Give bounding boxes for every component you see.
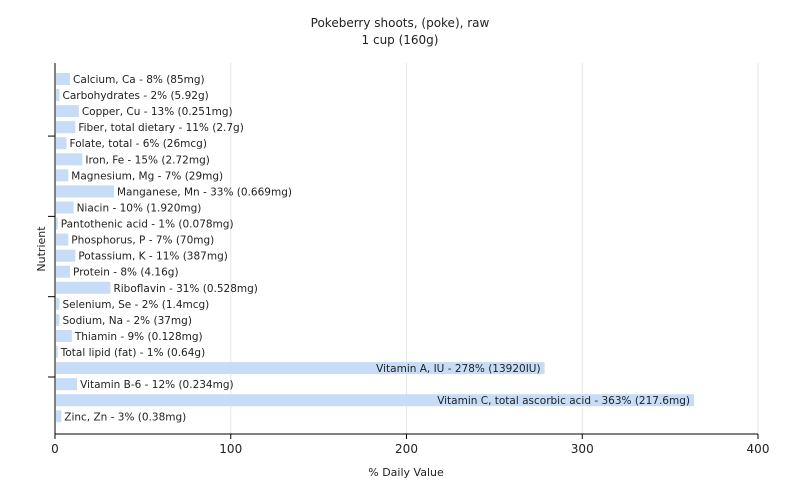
bar-label: Copper, Cu - 13% (0.251mg) [82,106,233,118]
bar-label: Niacin - 10% (1.920mg) [77,202,202,214]
bar-label: Calcium, Ca - 8% (85mg) [73,74,205,86]
bar-label: Carbohydrates - 2% (5.92g) [63,90,209,102]
bar [56,121,76,134]
bar-label: Pantothenic acid - 1% (0.078mg) [61,219,234,231]
bar-label: Vitamin B-6 - 12% (0.234mg) [80,379,234,391]
bar [56,362,545,375]
bar-label: Vitamin A, IU - 278% (13920IU) [376,363,540,375]
bar-label: Phosphorus, P - 7% (70mg) [71,235,214,247]
bar-label: Protein - 8% (4.16g) [73,267,179,279]
bar-label: Sodium, Na - 2% (37mg) [63,315,192,327]
bar-label: Folate, total - 6% (26mcg) [70,138,207,150]
bar [56,153,83,166]
bar [56,137,67,150]
bar [56,281,111,294]
bar [56,265,71,278]
bar [56,329,72,342]
bar [56,313,60,326]
bar [56,249,76,262]
bar-label: Selenium, Se - 2% (1.4mcg) [63,299,210,311]
bar-label: Manganese, Mn - 33% (0.669mg) [117,186,292,198]
bar-label: Potassium, K - 11% (387mg) [78,251,228,263]
x-tick-label: 200 [395,442,418,456]
x-tick-label: 0 [51,442,59,456]
bar [56,233,69,246]
x-tick-label: 400 [747,442,770,456]
bar [56,378,78,391]
chart-subtitle: 1 cup (160g) [362,33,439,47]
bar-label: Iron, Fe - 15% (2.72mg) [85,154,209,166]
bar [56,73,71,85]
bar [56,410,62,423]
gridlines [230,63,759,434]
bar-label: Zinc, Zn - 3% (0.38mg) [64,411,186,423]
bar [56,105,79,118]
x-axis-title: % Daily Value [368,466,444,479]
bar-label: Vitamin C, total ascorbic acid - 363% (2… [437,395,690,407]
y-axis-title: Nutrient [35,226,48,272]
bar [56,185,114,198]
x-tick-label: 300 [571,442,594,456]
bar [56,217,58,230]
bar [56,89,60,102]
bar-label: Magnesium, Mg - 7% (29mg) [71,170,223,182]
bar [56,169,69,182]
bar-label: Thiamin - 9% (0.128mg) [74,331,203,343]
chart-title: Pokeberry shoots, (poke), raw [311,16,490,30]
bar-label: Riboflavin - 31% (0.528mg) [113,283,257,295]
bars: Calcium, Ca - 8% (85mg) Carbohydrates - 2… [56,73,694,423]
bar [56,394,694,407]
bar-label: Total lipid (fat) - 1% (0.64g) [60,347,205,359]
bar [56,201,74,214]
x-tick-label: 100 [219,442,242,456]
bar [56,346,58,359]
bar [56,297,60,310]
bar-label: Fiber, total dietary - 11% (2.7g) [78,122,243,134]
axes: 0 100 200 300 400 [48,63,769,456]
